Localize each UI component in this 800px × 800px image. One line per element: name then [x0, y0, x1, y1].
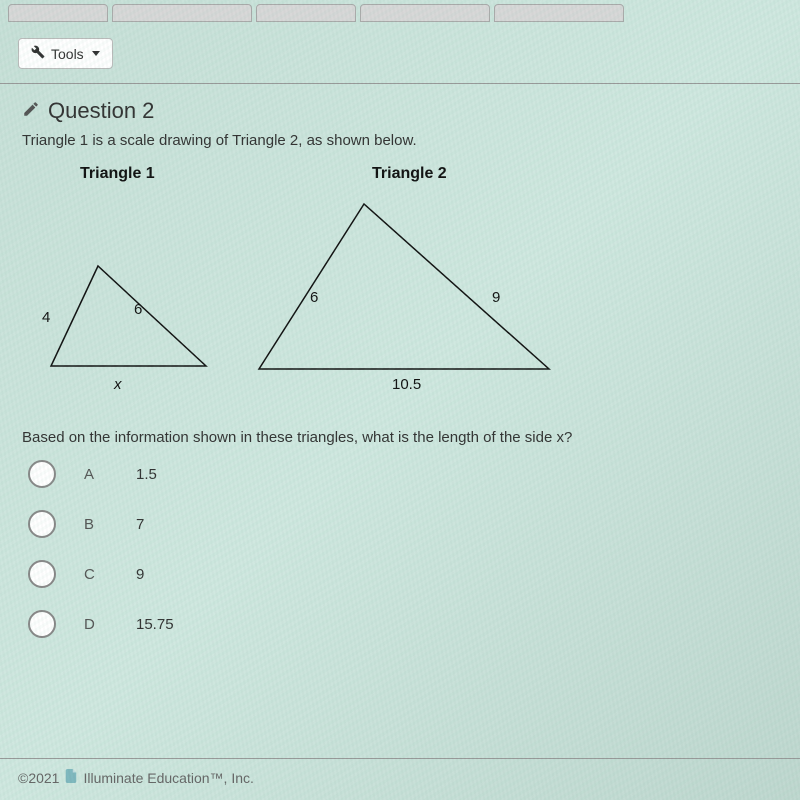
choice-value: 7	[136, 516, 144, 533]
triangles-figure: Triangle 1 Triangle 2 4 6 x 6 9 10.5	[22, 161, 778, 421]
triangle-2-svg	[254, 199, 554, 374]
browser-tab[interactable]	[360, 4, 490, 22]
triangle-1-bottom-side: x	[114, 376, 122, 393]
choice-value: 1.5	[136, 466, 157, 483]
browser-tab[interactable]	[8, 4, 108, 22]
triangle-2-right-side: 9	[492, 289, 500, 306]
chevron-down-icon	[92, 51, 100, 56]
wrench-icon	[31, 45, 45, 62]
browser-tab[interactable]	[494, 4, 624, 22]
answer-choice-a[interactable]: A 1.5	[28, 460, 778, 488]
answer-choice-b[interactable]: B 7	[28, 510, 778, 538]
question-title: Question 2	[48, 98, 154, 124]
choice-letter: A	[84, 466, 108, 483]
question-prompt: Triangle 1 is a scale drawing of Triangl…	[22, 132, 778, 149]
page-icon	[65, 769, 77, 786]
question-followup: Based on the information shown in these …	[22, 429, 778, 446]
question-content: Question 2 Triangle 1 is a scale drawing…	[0, 84, 800, 638]
page-footer: ©2021 Illuminate Education™, Inc.	[0, 758, 800, 786]
browser-tab[interactable]	[256, 4, 356, 22]
choice-value: 15.75	[136, 616, 174, 633]
browser-tab[interactable]	[112, 4, 252, 22]
radio-icon[interactable]	[28, 510, 56, 538]
radio-icon[interactable]	[28, 460, 56, 488]
triangle-1-label: Triangle 1	[80, 165, 155, 183]
triangle-1-left-side: 4	[42, 309, 50, 326]
choice-letter: B	[84, 516, 108, 533]
choice-value: 9	[136, 566, 144, 583]
tools-label: Tools	[51, 46, 84, 62]
answer-choices: A 1.5 B 7 C 9 D 15.75	[22, 460, 778, 638]
answer-choice-d[interactable]: D 15.75	[28, 610, 778, 638]
radio-icon[interactable]	[28, 560, 56, 588]
brand-text: Illuminate Education™, Inc.	[83, 770, 253, 786]
toolbar: Tools	[0, 24, 800, 83]
pencil-icon	[22, 100, 40, 123]
choice-letter: D	[84, 616, 108, 633]
question-header: Question 2	[22, 98, 778, 124]
copyright-text: ©2021	[18, 770, 59, 786]
tools-dropdown-button[interactable]: Tools	[18, 38, 113, 69]
triangle-2-label: Triangle 2	[372, 165, 447, 183]
triangle-1-right-side: 6	[134, 301, 142, 318]
triangle-2-bottom-side: 10.5	[392, 376, 421, 393]
triangle-2-left-side: 6	[310, 289, 318, 306]
triangle-1-svg	[46, 261, 211, 371]
browser-tab-strip	[0, 0, 800, 24]
radio-icon[interactable]	[28, 610, 56, 638]
answer-choice-c[interactable]: C 9	[28, 560, 778, 588]
choice-letter: C	[84, 566, 108, 583]
